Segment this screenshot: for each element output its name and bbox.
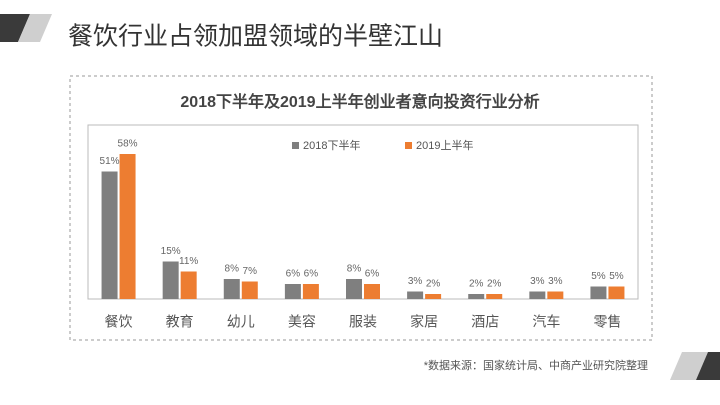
bar xyxy=(180,271,197,299)
value-label: 7% xyxy=(243,266,258,277)
value-label: 8% xyxy=(347,264,362,275)
x-tick-label: 酒店 xyxy=(471,314,499,330)
bar xyxy=(284,284,301,299)
x-tick-label: 家居 xyxy=(410,314,438,330)
legend-label: 2018下半年 xyxy=(303,138,360,152)
x-tick-label: 服装 xyxy=(349,314,377,330)
bar xyxy=(302,284,319,299)
bar xyxy=(162,261,179,299)
value-label: 2% xyxy=(426,279,441,290)
value-label: 8% xyxy=(225,264,240,275)
value-label: 51% xyxy=(100,156,120,167)
chart-frame xyxy=(69,75,653,341)
decoration xyxy=(696,352,720,380)
bar xyxy=(547,291,564,299)
plot-area xyxy=(87,124,639,300)
value-label: 5% xyxy=(609,271,624,282)
bar xyxy=(590,286,607,299)
bar xyxy=(468,294,485,299)
legend-swatch xyxy=(292,142,299,149)
source: *数据来源：国家统计局、中商产业研究院整理 xyxy=(424,358,648,372)
value-label: 15% xyxy=(161,246,181,257)
value-label: 6% xyxy=(365,269,380,280)
x-tick-label: 餐饮 xyxy=(105,314,133,330)
value-label: 2% xyxy=(487,279,502,290)
value-label: 58% xyxy=(118,139,138,150)
decoration xyxy=(670,352,708,380)
value-label: 6% xyxy=(304,269,319,280)
value-label: 5% xyxy=(591,271,606,282)
x-tick-label: 幼儿 xyxy=(227,314,255,330)
bar xyxy=(529,291,546,299)
legend-label: 2019上半年 xyxy=(416,138,473,152)
chart-title: 2018下半年及2019上半年创业者意向投资行业分析 xyxy=(180,92,539,111)
decoration xyxy=(18,14,52,42)
x-tick-label: 零售 xyxy=(593,314,621,330)
bar xyxy=(425,294,442,299)
bar xyxy=(223,279,240,299)
decoration xyxy=(0,14,30,42)
bar xyxy=(486,294,503,299)
bar xyxy=(101,171,118,299)
value-label: 3% xyxy=(408,276,423,287)
value-label: 3% xyxy=(530,276,545,287)
x-tick-label: 美容 xyxy=(288,314,316,330)
bar xyxy=(346,279,362,299)
value-label: 11% xyxy=(179,256,198,267)
value-label: 2% xyxy=(469,279,484,290)
bar xyxy=(119,154,136,299)
slide-title: 餐饮行业占领加盟领域的半壁江山 xyxy=(68,23,443,51)
bar xyxy=(407,291,424,299)
bar xyxy=(608,286,625,299)
bar xyxy=(241,281,258,299)
legend-swatch xyxy=(405,142,412,149)
value-label: 6% xyxy=(286,269,301,280)
value-label: 3% xyxy=(548,276,563,287)
x-tick-label: 教育 xyxy=(166,314,194,330)
x-tick-label: 汽车 xyxy=(532,314,560,330)
bar xyxy=(364,284,380,299)
